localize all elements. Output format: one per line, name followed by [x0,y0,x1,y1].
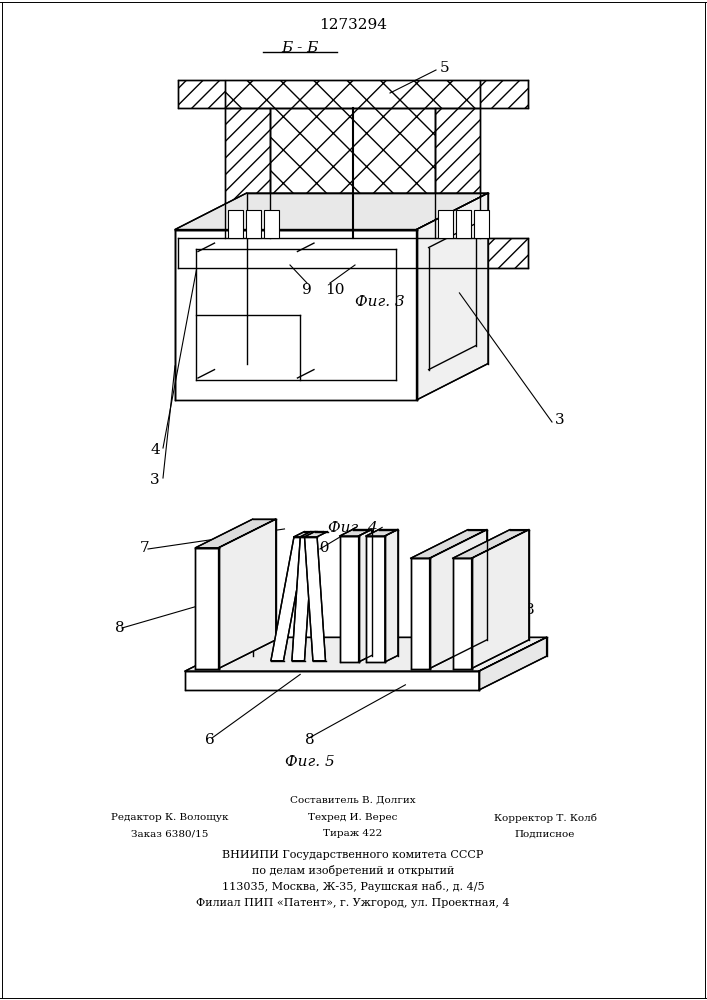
Polygon shape [472,530,529,668]
Polygon shape [175,230,416,400]
Polygon shape [218,519,276,668]
Text: Фиг. 4: Фиг. 4 [328,521,378,535]
Bar [225,80,480,108]
Polygon shape [292,537,313,661]
Bar [270,108,435,238]
Polygon shape [294,532,317,537]
Text: Техред И. Верес: Техред И. Верес [308,814,397,822]
Polygon shape [411,530,487,558]
Polygon shape [271,537,307,661]
Bar [264,210,279,238]
Polygon shape [175,193,488,230]
Text: 6: 6 [205,733,215,747]
Polygon shape [452,530,529,558]
Text: Заказ 6380/15: Заказ 6380/15 [132,830,209,838]
Text: 5: 5 [440,61,450,75]
Polygon shape [339,530,372,536]
Text: Подписное: Подписное [515,830,575,838]
Bar [474,210,489,238]
Bar [246,210,261,238]
Bar [178,238,225,268]
Text: 1273294: 1273294 [319,18,387,32]
Text: Корректор Т. Колб: Корректор Т. Колб [493,813,597,823]
Polygon shape [385,530,398,662]
Bar [438,210,453,238]
Text: Фиг. 5: Фиг. 5 [285,755,335,769]
Polygon shape [185,637,547,671]
Text: 4: 4 [150,443,160,457]
Polygon shape [305,537,325,661]
Text: 9: 9 [345,541,355,555]
Text: 3: 3 [555,413,565,427]
Bar [228,210,243,238]
Text: Тираж 422: Тираж 422 [323,830,382,838]
Text: 8: 8 [525,603,534,617]
Text: 3: 3 [150,473,160,487]
Polygon shape [358,530,372,662]
Text: Фиг. 3: Фиг. 3 [355,295,405,309]
Polygon shape [339,536,358,662]
Text: 10: 10 [325,283,345,297]
Text: Филиал ПИП «Патент», г. Ужгород, ул. Проектная, 4: Филиал ПИП «Патент», г. Ужгород, ул. Про… [196,898,510,908]
Polygon shape [366,536,385,662]
Text: Б - Б: Б - Б [281,41,319,55]
Text: 7: 7 [140,541,150,555]
Text: 8: 8 [305,733,315,747]
Polygon shape [430,530,487,668]
Bar [456,210,471,238]
Polygon shape [411,558,430,668]
Bar [178,80,225,108]
Text: Редактор К. Волощук: Редактор К. Волощук [111,814,229,822]
Polygon shape [185,671,479,690]
Text: 9: 9 [302,283,312,297]
Polygon shape [195,519,276,548]
Polygon shape [305,532,327,537]
Text: по делам изобретений и открытий: по делам изобретений и открытий [252,865,454,876]
Bar [225,238,480,268]
Bar [435,108,480,238]
Text: 113035, Москва, Ж-35, Раушская наб., д. 4/5: 113035, Москва, Ж-35, Раушская наб., д. … [222,882,484,892]
Text: ВНИИПИ Государственного комитета СССР: ВНИИПИ Государственного комитета СССР [222,850,484,860]
Text: Составитель В. Долгих: Составитель В. Долгих [290,796,416,804]
Text: 10: 10 [310,541,329,555]
Bar [480,238,528,268]
Polygon shape [479,637,547,690]
Polygon shape [195,548,218,668]
Bar [225,108,270,238]
Text: 8: 8 [115,621,125,635]
Polygon shape [366,530,398,536]
Polygon shape [452,558,472,668]
Bar [480,80,528,108]
Polygon shape [300,532,323,537]
Polygon shape [416,193,488,400]
